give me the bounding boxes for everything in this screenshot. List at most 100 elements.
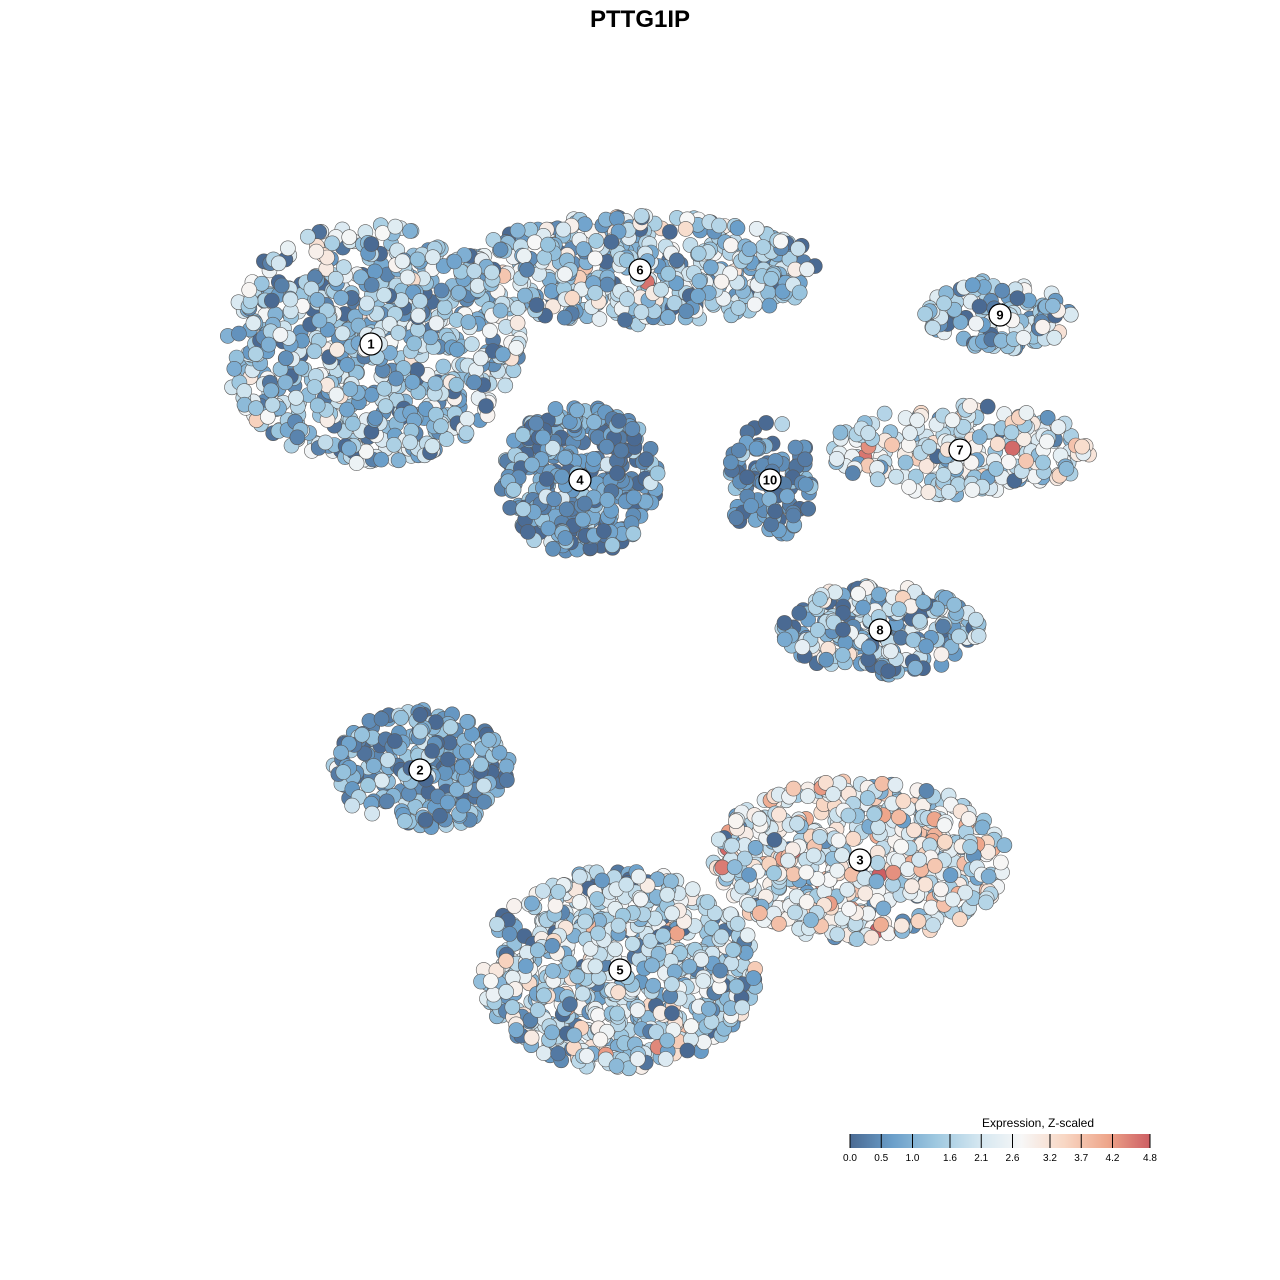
data-point-cluster-1 [278,350,294,367]
data-point-cluster-1 [428,315,445,332]
data-point-cluster-3 [911,851,928,868]
data-point-cluster-3 [974,819,991,836]
data-point-cluster-3 [873,916,889,933]
data-point-cluster-4 [586,414,602,430]
data-point-cluster-8 [818,651,835,668]
data-point-cluster-4 [505,481,522,498]
data-point-cluster-5 [566,1027,583,1044]
data-point-cluster-6 [761,297,778,314]
data-point-cluster-8 [835,605,851,621]
cluster-label-badge [868,618,892,642]
data-point-cluster-6 [591,311,608,327]
data-point-cluster-2 [455,797,472,814]
data-point-cluster-3 [741,867,757,883]
data-point-cluster-1 [450,284,467,301]
data-point-cluster-1 [390,325,407,341]
data-point-cluster-6 [588,233,605,249]
data-point-cluster-8 [911,613,928,629]
data-point-cluster-7 [869,471,886,488]
data-point-cluster-2 [424,743,440,759]
data-point-cluster-8 [935,618,951,635]
legend-tick-label: 2.1 [974,1153,988,1164]
color-legend: Expression, Z-scaled 0.0 0.5 1.0 1.6 2.1 2.6 3… [843,1116,1157,1164]
data-point-cluster-1 [333,290,350,306]
data-point-cluster-6 [772,233,789,250]
data-point-cluster-3 [799,788,816,804]
data-point-cluster-6 [730,300,747,316]
cluster-label-text: 3 [856,853,863,868]
data-point-cluster-2 [379,752,396,768]
data-point-cluster-1 [248,400,264,416]
data-point-cluster-3 [785,780,802,797]
data-point-cluster-5 [729,915,746,932]
data-point-cluster-5 [523,1029,540,1046]
data-point-cluster-10 [797,476,814,493]
data-point-cluster-5 [703,1013,720,1030]
data-point-cluster-2 [454,759,470,775]
data-point-cluster-2 [412,723,429,740]
data-point-cluster-7 [901,479,917,495]
data-point-cluster-7 [935,467,952,483]
data-point-cluster-7 [963,454,980,471]
data-point-cluster-7 [971,429,988,445]
data-point-cluster-5 [607,941,623,958]
data-point-cluster-2 [491,744,508,761]
data-point-cluster-4 [624,421,641,437]
data-point-cluster-5 [544,937,561,954]
data-point-cluster-5 [498,952,514,969]
data-point-cluster-7 [1074,438,1090,455]
data-point-cluster-6 [691,273,708,289]
data-point-cluster-1 [328,386,345,403]
data-point-cluster-4 [544,440,561,456]
data-point-cluster-1 [317,434,334,451]
data-point-cluster-10 [748,440,765,457]
data-point-cluster-5 [663,873,679,890]
data-point-cluster-5 [712,962,729,979]
data-point-cluster-6 [711,217,727,234]
data-point-cluster-1 [367,263,383,280]
data-point-cluster-5 [745,970,762,986]
data-point-cluster-1 [422,329,439,346]
data-point-cluster-2 [393,709,409,726]
data-point-cluster-2 [412,706,429,723]
data-point-cluster-5 [725,942,741,958]
data-point-cluster-9 [971,298,988,315]
data-point-cluster-1 [410,307,427,324]
data-point-cluster-5 [713,928,730,945]
data-point-cluster-3 [891,809,907,826]
data-point-cluster-6 [587,285,604,301]
data-point-cluster-1 [377,398,394,415]
data-point-cluster-2 [360,777,376,794]
cluster-label-text: 2 [416,763,423,778]
data-point-cluster-7 [962,398,978,414]
data-point-cluster-1 [300,228,316,245]
data-point-cluster-1 [236,383,253,399]
data-point-cluster-5 [648,1024,665,1040]
cluster-label-text: 5 [616,963,623,978]
data-point-cluster-5 [608,1058,625,1074]
data-point-cluster-1 [436,299,453,316]
data-point-cluster-5 [482,973,499,989]
data-point-cluster-1 [309,291,326,308]
data-point-cluster-8 [835,621,851,638]
data-point-cluster-6 [660,265,677,282]
data-points [220,208,1097,1077]
data-point-cluster-2 [396,813,413,829]
cluster-label-badge [988,303,1012,327]
data-point-cluster-1 [492,302,509,319]
data-point-cluster-10 [728,510,745,526]
data-point-cluster-3 [830,832,847,849]
data-point-cluster-5 [577,913,593,930]
data-point-cluster-2 [499,772,515,788]
data-point-cluster-6 [509,222,526,239]
data-point-cluster-4 [574,511,591,528]
cluster-label-3: 3 [848,848,872,872]
data-point-cluster-5 [695,973,712,989]
data-point-cluster-3 [845,831,862,847]
data-point-cluster-1 [308,243,325,260]
data-point-cluster-1 [374,225,391,241]
cluster-label-10: 10 [758,468,782,492]
legend-title: Expression, Z-scaled [982,1116,1094,1130]
cluster-label-1: 1 [359,332,383,356]
data-point-cluster-3 [906,822,922,839]
